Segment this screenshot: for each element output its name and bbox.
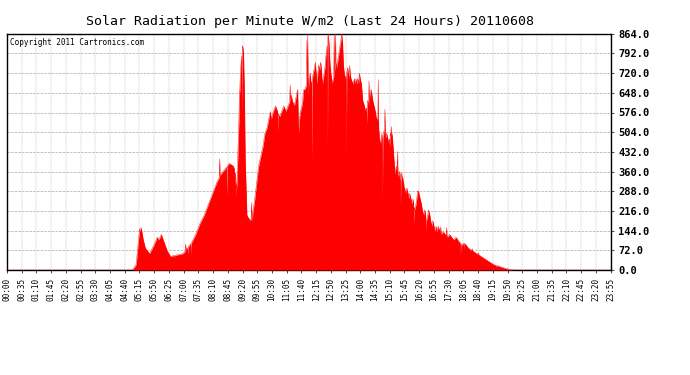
- Text: Copyright 2011 Cartronics.com: Copyright 2011 Cartronics.com: [10, 39, 144, 48]
- Text: Solar Radiation per Minute W/m2 (Last 24 Hours) 20110608: Solar Radiation per Minute W/m2 (Last 24…: [86, 15, 535, 28]
